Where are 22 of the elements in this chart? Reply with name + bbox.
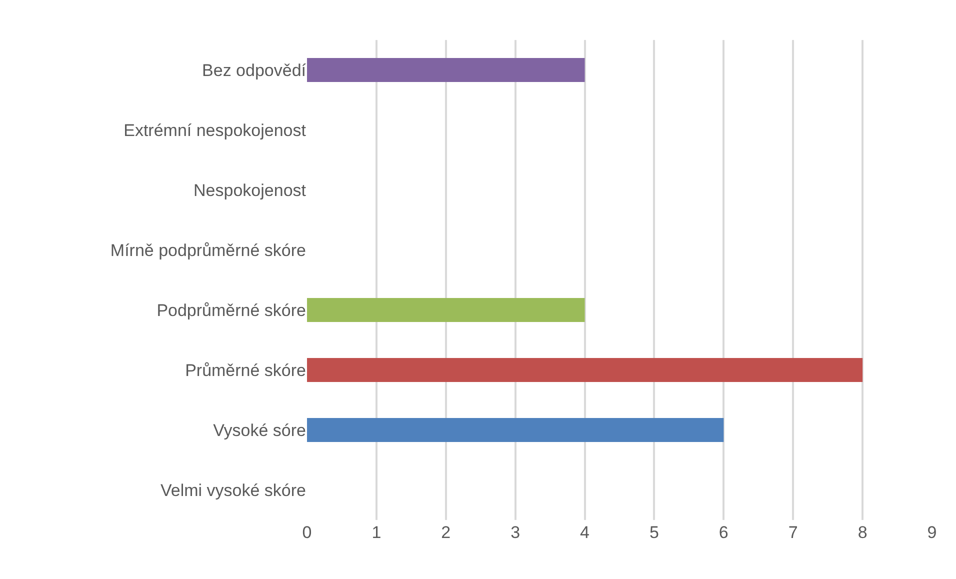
y-tick-label: Průměrné skóre <box>185 360 306 380</box>
x-tick-label: 0 <box>302 523 312 542</box>
x-tick-label: 2 <box>441 523 451 542</box>
x-tick-label: 7 <box>788 523 798 542</box>
x-tick-label: 9 <box>927 523 937 542</box>
bar <box>307 58 585 82</box>
x-tick-label: 3 <box>510 523 520 542</box>
y-tick-label: Velmi vysoké skóre <box>160 480 306 500</box>
y-tick-label: Vysoké sóre <box>213 420 306 440</box>
y-tick-label: Extrémní nespokojenost <box>124 120 306 140</box>
x-tick-label: 8 <box>858 523 868 542</box>
y-tick-label: Bez odpovědí <box>202 60 306 80</box>
x-tick-label: 5 <box>649 523 659 542</box>
bar <box>307 418 724 442</box>
y-tick-label: Mírně podprůměrné skóre <box>110 240 306 260</box>
x-tick-label: 4 <box>580 523 590 542</box>
x-tick-label: 1 <box>372 523 382 542</box>
bar <box>307 358 863 382</box>
y-tick-label: Podprůměrné skóre <box>156 300 306 320</box>
y-tick-label: Nespokojenost <box>194 180 306 200</box>
bar <box>307 298 585 322</box>
x-tick-label: 6 <box>718 523 728 542</box>
